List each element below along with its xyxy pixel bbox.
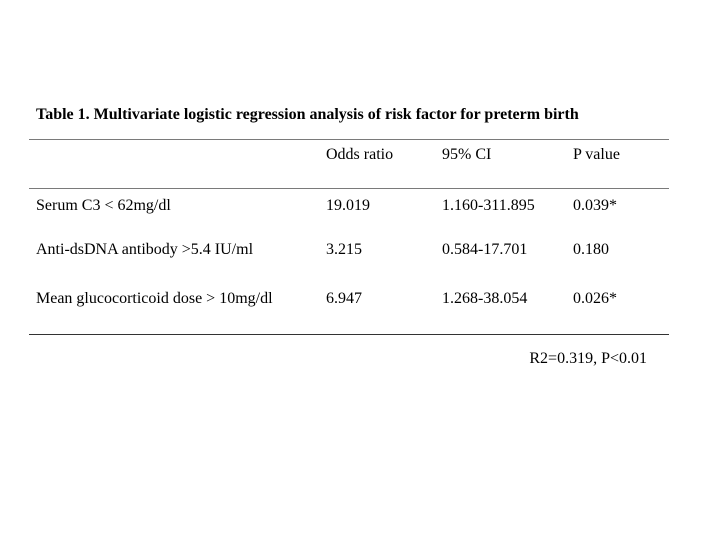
row-label: Serum C3 < 62mg/dl (36, 197, 171, 214)
table-header-rule (29, 188, 669, 189)
row-label: Anti-dsDNA antibody >5.4 IU/ml (36, 241, 254, 258)
row-p-value: 0.180 (573, 241, 609, 258)
row-p-value: 0.026* (573, 290, 617, 307)
row-label: Mean glucocorticoid dose > 10mg/dl (36, 290, 273, 307)
table-title: Table 1. Multivariate logistic regressio… (36, 106, 579, 123)
row-p-value: 0.039* (573, 197, 617, 214)
row-ci: 1.160-311.895 (442, 197, 535, 214)
header-cell-odds-ratio: Odds ratio (326, 146, 394, 163)
row-odds-ratio: 6.947 (326, 290, 362, 307)
table-bottom-rule (29, 334, 669, 335)
header-cell-ci: 95% CI (442, 146, 492, 163)
row-ci: 0.584-17.701 (442, 241, 528, 258)
table-footnote: R2=0.319, P<0.01 (529, 350, 647, 367)
row-ci: 1.268-38.054 (442, 290, 528, 307)
table-top-rule (29, 139, 669, 140)
row-odds-ratio: 3.215 (326, 241, 362, 258)
header-cell-p-value: P value (573, 146, 620, 163)
row-odds-ratio: 19.019 (326, 197, 370, 214)
